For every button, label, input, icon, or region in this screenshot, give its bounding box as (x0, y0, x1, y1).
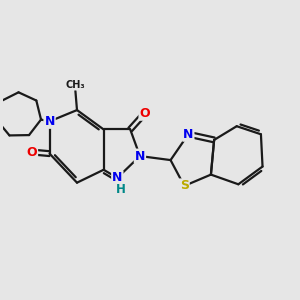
Text: S: S (180, 179, 189, 192)
Text: N: N (135, 150, 145, 163)
Text: O: O (26, 146, 37, 158)
Text: O: O (140, 107, 150, 120)
Text: N: N (183, 128, 194, 141)
Text: N: N (44, 115, 55, 128)
Text: H: H (116, 183, 125, 196)
Text: CH₃: CH₃ (66, 80, 85, 90)
Text: N: N (112, 171, 122, 184)
